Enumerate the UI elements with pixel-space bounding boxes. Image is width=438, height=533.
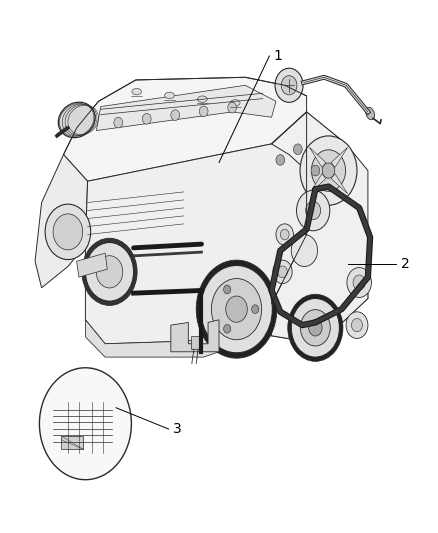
Circle shape [273,260,292,284]
Circle shape [82,238,137,305]
Circle shape [306,201,321,220]
Polygon shape [309,147,326,167]
Polygon shape [191,336,201,349]
Ellipse shape [165,92,174,99]
Circle shape [96,256,123,288]
Circle shape [322,163,335,178]
Polygon shape [331,147,348,167]
Circle shape [226,296,247,322]
Polygon shape [331,174,348,194]
Text: 2: 2 [401,257,410,271]
Circle shape [201,265,272,353]
Circle shape [281,76,297,95]
Circle shape [288,294,343,361]
Polygon shape [309,174,326,194]
Ellipse shape [58,102,95,138]
Polygon shape [77,253,107,277]
Circle shape [309,320,322,336]
Polygon shape [96,85,276,131]
Ellipse shape [198,96,207,102]
Circle shape [114,117,123,128]
Circle shape [311,150,346,191]
Circle shape [311,165,320,176]
Polygon shape [35,155,88,288]
Circle shape [199,106,208,117]
Circle shape [39,368,131,480]
Circle shape [300,310,330,346]
Circle shape [276,224,293,245]
Circle shape [223,285,231,294]
Polygon shape [171,320,219,352]
Circle shape [293,144,302,155]
Polygon shape [64,77,307,181]
Circle shape [228,102,237,113]
Circle shape [85,243,134,301]
Circle shape [171,110,180,120]
Circle shape [275,68,303,102]
Text: 3: 3 [173,422,182,436]
Circle shape [353,275,365,290]
Text: 1: 1 [274,49,283,63]
Circle shape [45,204,91,260]
Circle shape [351,318,362,332]
Ellipse shape [366,107,374,120]
Circle shape [142,114,151,124]
Circle shape [297,190,330,231]
Circle shape [278,266,287,278]
Ellipse shape [230,100,240,106]
Circle shape [223,325,231,333]
Ellipse shape [132,88,141,95]
Circle shape [347,268,371,297]
Circle shape [346,312,368,338]
Circle shape [53,214,83,250]
FancyBboxPatch shape [61,436,83,449]
Polygon shape [85,112,368,344]
Circle shape [280,229,289,240]
Polygon shape [272,112,368,344]
Circle shape [251,305,259,313]
Circle shape [196,260,277,358]
Polygon shape [85,320,219,357]
Circle shape [291,298,339,357]
Circle shape [212,279,261,340]
Circle shape [291,235,318,266]
Circle shape [276,155,285,165]
Circle shape [300,136,357,205]
